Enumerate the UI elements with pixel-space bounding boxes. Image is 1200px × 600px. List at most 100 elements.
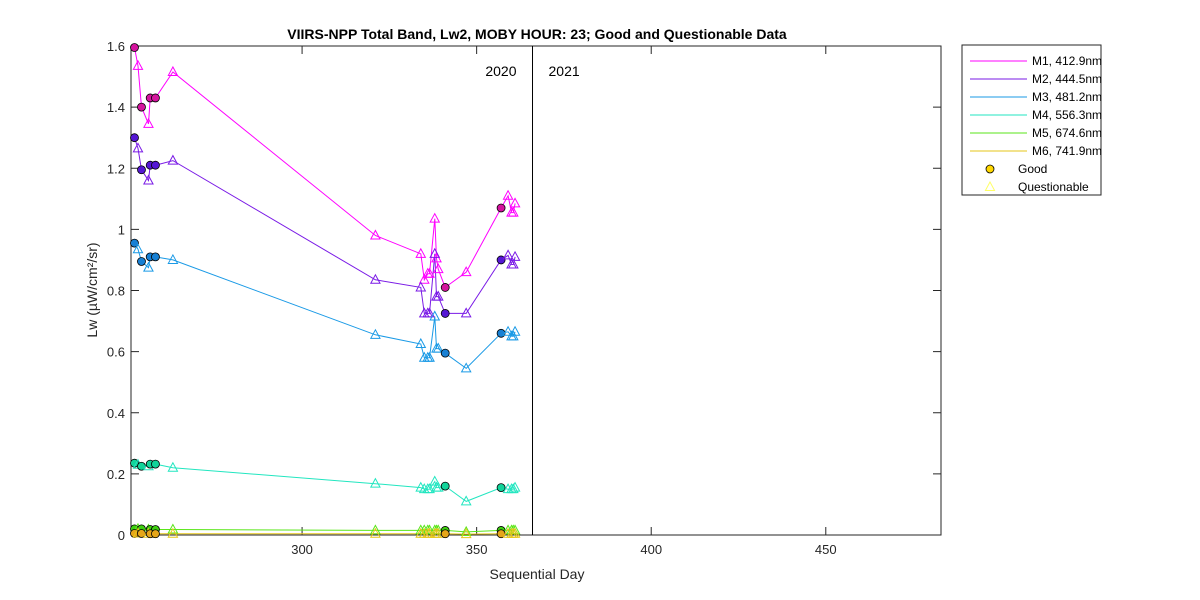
legend-label: M4, 556.3nm	[1032, 108, 1102, 122]
questionable-point	[369, 229, 381, 240]
x-tick-label: 400	[640, 542, 662, 557]
y-axis: 0 0.2 0.4 0.6 0.8 1 1.2 1.4 1.6	[107, 39, 941, 543]
questionable-point	[132, 59, 144, 70]
questionable-point	[460, 525, 472, 536]
good-point	[496, 328, 506, 338]
questionable-point	[460, 266, 472, 277]
chart-title: VIIRS-NPP Total Band, Lw2, MOBY HOUR: 23…	[287, 26, 787, 42]
good-point	[130, 238, 139, 248]
questionable-point	[369, 527, 381, 538]
questionable-point	[132, 243, 144, 254]
good-point	[440, 348, 450, 358]
questionable-point	[167, 527, 179, 538]
questionable-point	[507, 483, 519, 494]
questionable-point	[424, 351, 435, 362]
legend-label: M2, 444.5nm	[1032, 72, 1102, 86]
questionable-point	[424, 527, 435, 538]
legend-good-marker	[985, 164, 995, 174]
questionable-point	[167, 461, 179, 472]
questionable-point	[460, 307, 472, 318]
series-line-6	[134, 533, 516, 535]
legend-label: M1, 412.9nm	[1032, 54, 1102, 68]
questionable-point	[167, 154, 179, 165]
questionable-point	[502, 325, 514, 336]
questionable-point	[460, 495, 472, 506]
questionable-point	[424, 483, 435, 494]
questionable-point	[509, 527, 521, 538]
legend: M1, 412.9nm M2, 444.5nm M3, 481.2nm M4, 556…	[961, 44, 1102, 196]
questionable-point	[432, 263, 444, 274]
series-line-1	[134, 47, 516, 289]
y-tick-label: 0	[118, 528, 125, 543]
series-markers	[130, 43, 521, 539]
good-point	[130, 133, 139, 143]
good-point	[496, 483, 506, 493]
questionable-point	[143, 261, 154, 272]
legend-label: Questionable	[1018, 180, 1089, 194]
questionable-point	[418, 273, 430, 284]
questionable-point	[507, 258, 519, 269]
legend-label: M5, 674.6nm	[1032, 126, 1102, 140]
questionable-point	[369, 477, 381, 488]
questionable-point	[167, 523, 179, 534]
questionable-point	[432, 527, 444, 538]
y-tick-label: 0.8	[107, 284, 125, 299]
legend-label: M6, 741.9nm	[1032, 144, 1102, 158]
legend-questionable-marker	[984, 180, 996, 191]
questionable-point	[429, 247, 441, 258]
questionable-point	[432, 481, 444, 492]
good-point	[440, 283, 450, 292]
good-point	[130, 43, 139, 52]
x-tick-label: 450	[815, 542, 837, 557]
y-tick-label: 0.6	[107, 345, 125, 360]
y-tick-label: 0.4	[107, 406, 125, 421]
good-point	[151, 160, 160, 170]
x-axis-label: Sequential Day	[490, 566, 585, 582]
questionable-point	[369, 273, 381, 284]
year-label-2021: 2021	[549, 63, 580, 79]
legend-label: M3, 481.2nm	[1032, 90, 1102, 104]
good-point	[151, 529, 160, 539]
questionable-point	[502, 249, 514, 260]
y-tick-label: 1.4	[107, 100, 125, 115]
questionable-point	[167, 253, 179, 264]
legend-label: Good	[1018, 162, 1047, 176]
questionable-point	[424, 307, 435, 318]
x-tick-label: 350	[466, 542, 488, 557]
questionable-point	[509, 325, 521, 336]
x-axis: 300 350 400 450	[291, 46, 837, 557]
questionable-point	[167, 65, 179, 76]
good-point	[440, 529, 450, 539]
good-point	[137, 165, 146, 175]
questionable-point	[509, 250, 521, 261]
good-point	[151, 93, 160, 103]
good-point	[440, 481, 450, 491]
good-point	[440, 309, 450, 318]
y-tick-label: 1.6	[107, 39, 125, 54]
questionable-point	[509, 481, 521, 492]
questionable-point	[509, 197, 521, 208]
good-point	[496, 255, 506, 265]
questionable-point	[429, 212, 441, 223]
questionable-point	[369, 524, 381, 535]
questionable-point	[424, 267, 435, 278]
questionable-point	[460, 362, 472, 373]
questionable-point	[507, 206, 519, 217]
y-tick-label: 1	[118, 222, 125, 237]
good-point	[151, 459, 160, 469]
good-point	[137, 257, 146, 266]
questionable-point	[369, 328, 381, 339]
y-axis-label: Lw (µW/cm²/sr)	[84, 242, 100, 337]
questionable-point	[432, 342, 444, 353]
questionable-point	[143, 174, 154, 185]
questionable-point	[415, 247, 427, 258]
good-point	[137, 102, 146, 112]
questionable-point	[432, 290, 444, 301]
questionable-point	[143, 117, 154, 128]
good-point	[151, 252, 160, 262]
legend-box	[961, 44, 1102, 196]
questionable-point	[132, 142, 144, 153]
questionable-point	[502, 189, 514, 200]
y-tick-label: 1.2	[107, 161, 125, 176]
